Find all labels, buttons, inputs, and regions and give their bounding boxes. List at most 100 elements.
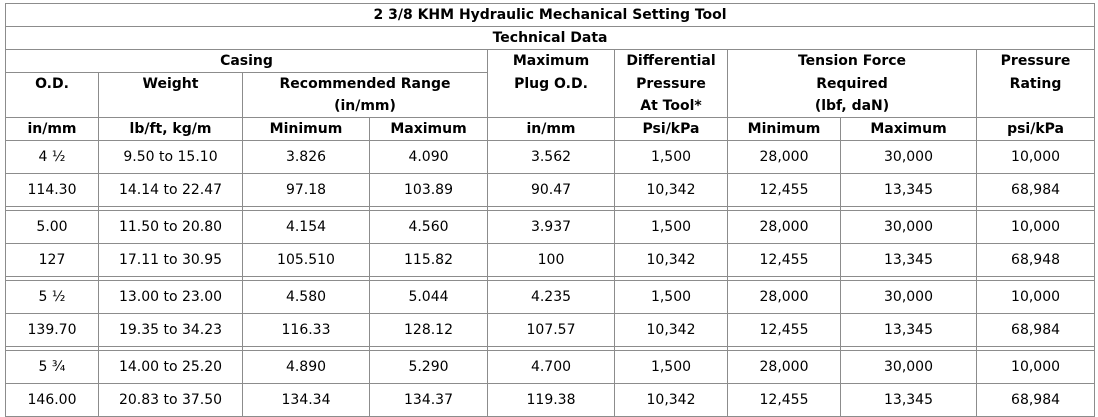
table-cell: 3.937 [487, 210, 615, 244]
table-cell: 12,455 [727, 313, 841, 347]
table-cell: 4.090 [369, 140, 488, 174]
table-title: 2 3/8 KHM Hydraulic Mechanical Setting T… [4, 3, 1096, 27]
header-row-3: (in/mm) At Tool* (lbf, daN) [5, 95, 1096, 118]
tension-force-header: Tension Force [727, 49, 977, 73]
pressure-sub-header: Pressure [614, 72, 728, 95]
table-cell: 115.82 [369, 243, 488, 277]
maximum-header: Maximum [487, 49, 615, 73]
weight-header: Weight [98, 72, 243, 95]
required-header: Required [727, 72, 977, 95]
range-units-header: (in/mm) [242, 95, 488, 118]
table-row: 5 ½ 13.00 to 23.00 4.580 5.044 4.235 1,500 28,… [5, 280, 1096, 314]
table-cell: 68,984 [975, 173, 1096, 207]
table-cell: 4.890 [242, 350, 370, 384]
title-row: 2 3/8 KHM Hydraulic Mechanical Setting T… [4, 3, 1096, 27]
unit-cell: Minimum [242, 117, 370, 141]
table-cell: 10,000 [975, 140, 1096, 174]
unit-cell: in/mm [487, 117, 615, 141]
table-cell: 68,984 [975, 383, 1096, 417]
table-cell: 1,500 [614, 350, 728, 384]
unit-cell: Maximum [369, 117, 488, 141]
table-cell: 4.154 [242, 210, 370, 244]
table-cell: 10,342 [614, 383, 728, 417]
table-cell: 12,455 [727, 243, 841, 277]
table-cell: 30,000 [840, 280, 977, 314]
table-cell: 10,342 [614, 243, 728, 277]
table-cell: 114.30 [5, 173, 99, 207]
table-cell: 11.50 to 20.80 [98, 210, 243, 244]
table-cell: 119.38 [487, 383, 615, 417]
table-cell: 13,345 [840, 313, 977, 347]
table-cell: 105.510 [242, 243, 370, 277]
table-cell: 14.00 to 25.20 [98, 350, 243, 384]
table-cell: 100 [487, 243, 615, 277]
at-tool-header: At Tool* [614, 95, 728, 118]
table-row: 4 ½ 9.50 to 15.10 3.826 4.090 3.562 1,500 28,0… [5, 140, 1096, 174]
table-cell: 1,500 [614, 140, 728, 174]
units-row: in/mm lb/ft, kg/m Minimum Maximum in/mm … [5, 117, 1096, 141]
table-cell: 13,345 [840, 243, 977, 277]
table-cell: 20.83 to 37.50 [98, 383, 243, 417]
table-cell: 116.33 [242, 313, 370, 347]
unit-cell: Maximum [840, 117, 977, 141]
table-cell: 13,345 [840, 173, 977, 207]
table-row: 114.30 14.14 to 22.47 97.18 103.89 90.47 10,3… [5, 173, 1096, 207]
table-cell: 5.044 [369, 280, 488, 314]
table-cell: 9.50 to 15.10 [98, 140, 243, 174]
table-cell: 28,000 [727, 210, 841, 244]
table-row: 146.00 20.83 to 37.50 134.34 134.37 119.38 10… [5, 383, 1096, 417]
plug-od-header: Plug O.D. [487, 72, 615, 95]
unit-cell: Minimum [727, 117, 841, 141]
table-cell: 4.235 [487, 280, 615, 314]
table-cell: 28,000 [727, 140, 841, 174]
pressure-header: Pressure [975, 49, 1096, 73]
technical-data-table: 2 3/8 KHM Hydraulic Mechanical Setting T… [4, 3, 1096, 417]
rating-header: Rating [975, 72, 1096, 95]
table-cell: 13,345 [840, 383, 977, 417]
table-cell: 30,000 [840, 210, 977, 244]
table-cell: 127 [5, 243, 99, 277]
table-cell: 134.34 [242, 383, 370, 417]
table-cell: 3.826 [242, 140, 370, 174]
table-cell: 10,000 [975, 210, 1096, 244]
table-cell: 68,984 [975, 313, 1096, 347]
table-cell: 68,948 [975, 243, 1096, 277]
table-cell: 17.11 to 30.95 [98, 243, 243, 277]
table-cell: 4 ½ [5, 140, 99, 174]
table-cell: 4.580 [242, 280, 370, 314]
table-cell: 4.700 [487, 350, 615, 384]
table-subtitle: Technical Data [4, 26, 1096, 50]
table-cell: 128.12 [369, 313, 488, 347]
table-cell: 12,455 [727, 173, 841, 207]
table-cell: 10,000 [975, 280, 1096, 314]
table-cell: 5 ¾ [5, 350, 99, 384]
header-row-2: O.D. Weight Recommended Range Plug O.D. … [5, 72, 1096, 95]
table-cell: 134.37 [369, 383, 488, 417]
table-cell: 139.70 [5, 313, 99, 347]
table-cell: 14.14 to 22.47 [98, 173, 243, 207]
recommended-range-header: Recommended Range [242, 72, 488, 95]
table-cell: 10,342 [614, 313, 728, 347]
table-cell: 30,000 [840, 350, 977, 384]
table-cell: 10,000 [975, 350, 1096, 384]
differential-header: Differential [614, 49, 728, 73]
table-cell: 13.00 to 23.00 [98, 280, 243, 314]
table-cell: 146.00 [5, 383, 99, 417]
table-row: 5.00 11.50 to 20.80 4.154 4.560 3.937 1,500 28… [5, 210, 1096, 244]
table-cell: 19.35 to 34.23 [98, 313, 243, 347]
table-cell: 12,455 [727, 383, 841, 417]
od-header: O.D. [5, 72, 99, 95]
table-cell: 28,000 [727, 350, 841, 384]
unit-cell: psi/kPa [975, 117, 1096, 141]
table-cell: 5.00 [5, 210, 99, 244]
casing-header: Casing [5, 49, 488, 73]
table-cell: 107.57 [487, 313, 615, 347]
table-cell: 3.562 [487, 140, 615, 174]
header-row-1: Casing Maximum Differential Tension Forc… [5, 49, 1096, 73]
table-cell: 1,500 [614, 210, 728, 244]
table-row: 127 17.11 to 30.95 105.510 115.82 100 10,342 1… [5, 243, 1096, 277]
table-cell: 103.89 [369, 173, 488, 207]
table-cell: 10,342 [614, 173, 728, 207]
unit-cell: in/mm [5, 117, 99, 141]
table-cell: 4.560 [369, 210, 488, 244]
